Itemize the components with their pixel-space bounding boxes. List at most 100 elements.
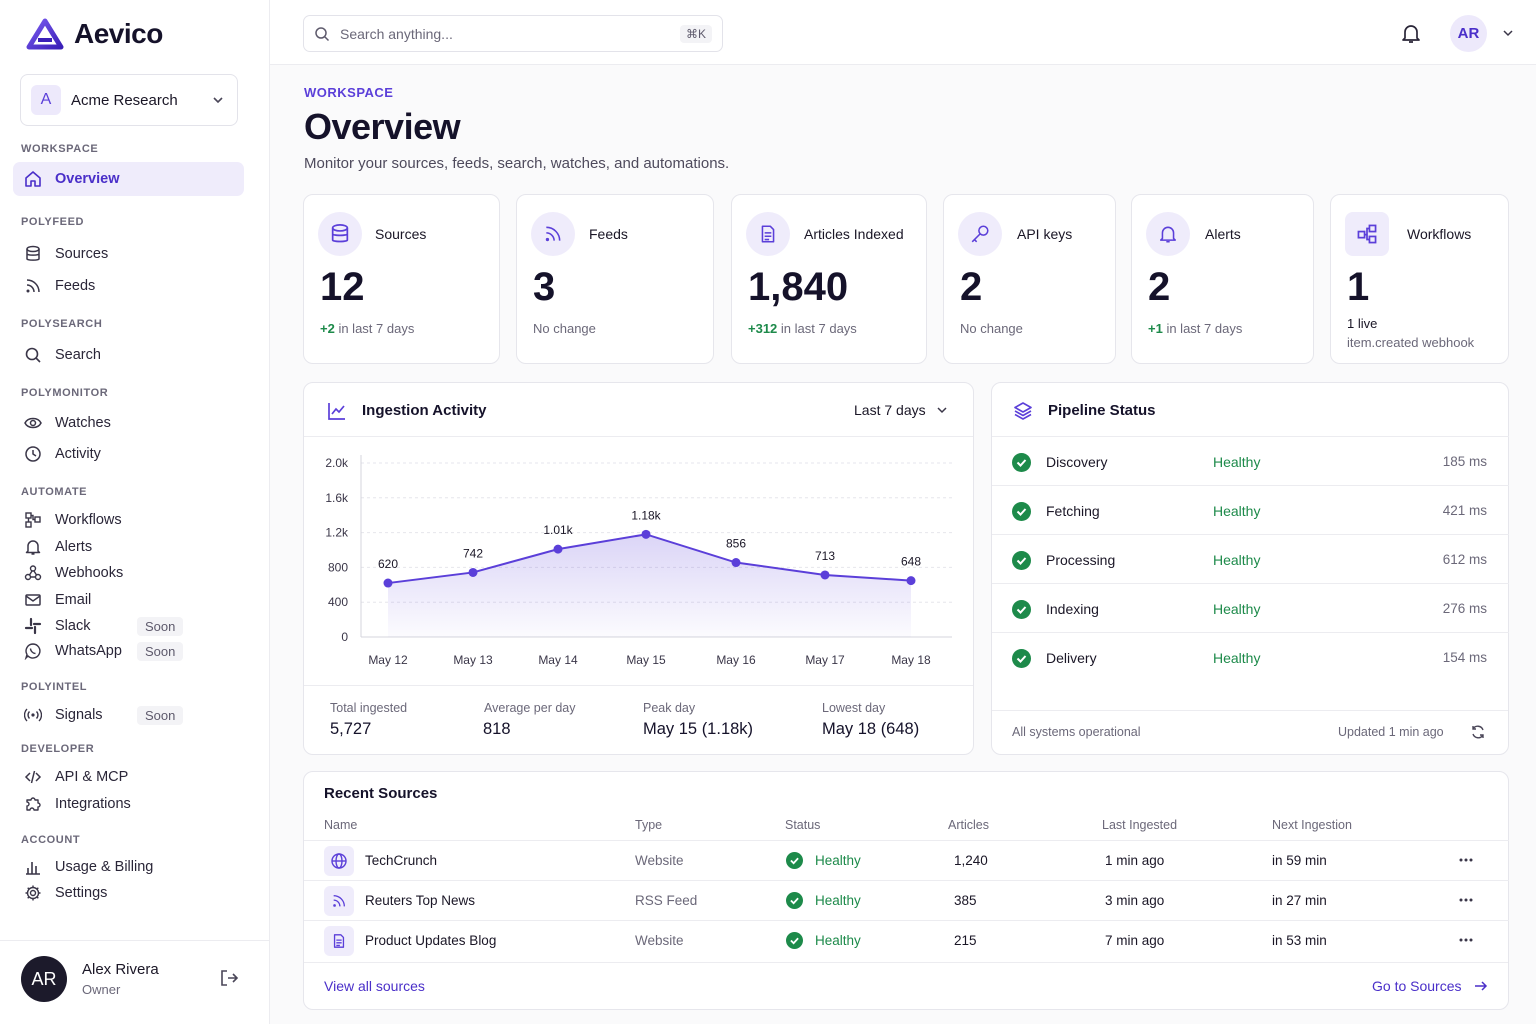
check-circle-icon xyxy=(1012,649,1031,668)
nav-label: WhatsApp xyxy=(55,643,122,659)
nav-item-overview[interactable]: Overview xyxy=(13,162,244,196)
stat-card-feeds[interactable]: Feeds 3 No change xyxy=(516,194,714,364)
bell-icon xyxy=(23,537,43,557)
ingestion-activity-card: Ingestion Activity Last 7 days 0 400 800 1.… xyxy=(303,382,974,755)
nav-item-feeds[interactable]: Feeds xyxy=(13,269,244,303)
logo[interactable]: Aevico xyxy=(26,18,163,50)
soon-badge: Soon xyxy=(137,705,184,725)
nav-item-sources[interactable]: Sources xyxy=(13,237,244,271)
pipeline-stage-name: Fetching xyxy=(1046,503,1100,519)
stat-value: 2 xyxy=(1148,265,1171,309)
pipeline-row: Delivery Healthy 154 ms xyxy=(992,632,1509,681)
summary-value: 818 xyxy=(483,720,511,738)
top-bar: ⌘K AR xyxy=(270,0,1536,65)
code-icon xyxy=(23,767,43,787)
nav-item-api[interactable]: API & MCP xyxy=(13,760,244,794)
stat-note: in last 7 days xyxy=(338,321,415,336)
signal-icon xyxy=(23,705,43,725)
stat-card-sources[interactable]: Sources 12 +2 in last 7 days xyxy=(303,194,500,364)
pipeline-stage-status: Healthy xyxy=(1213,601,1261,617)
logout-icon[interactable] xyxy=(219,968,239,988)
y-tick-label: 1.2k xyxy=(325,526,349,540)
source-name[interactable]: Product Updates Blog xyxy=(365,933,497,948)
stat-note: item.created webhook xyxy=(1347,335,1475,350)
stat-card-workflows[interactable]: Workflows 1 1 live item.created webhook xyxy=(1330,194,1509,364)
nav-item-settings[interactable]: Settings xyxy=(13,876,244,910)
avatar[interactable]: AR xyxy=(21,956,67,1002)
range-select[interactable]: Last 7 days xyxy=(854,402,948,418)
trend-chart-icon xyxy=(328,403,345,420)
source-type: RSS Feed xyxy=(635,893,698,908)
workflow-icon xyxy=(23,510,43,530)
check-circle-icon xyxy=(1012,453,1031,472)
page-eyebrow: WORKSPACE xyxy=(304,85,394,100)
user-role: Owner xyxy=(82,982,121,997)
nav-section-developer: DEVELOPER xyxy=(21,743,95,755)
pipeline-row: Fetching Healthy 421 ms xyxy=(992,485,1509,534)
refresh-icon[interactable] xyxy=(1470,724,1486,740)
nav-label: Signals xyxy=(55,707,103,723)
table-row[interactable]: Reuters Top News RSS Feed Healthy 385 3 min … xyxy=(304,880,1509,920)
notifications-bell-icon[interactable] xyxy=(1400,22,1422,44)
column-header: Status xyxy=(785,818,821,832)
nav-item-integrations[interactable]: Integrations xyxy=(13,787,244,821)
database-icon xyxy=(318,212,362,256)
source-status: Healthy xyxy=(815,893,861,908)
nav-item-whatsapp[interactable]: WhatsApp Soon xyxy=(13,634,244,668)
nav-label: Slack xyxy=(55,618,91,634)
globe-icon xyxy=(324,846,354,876)
search-icon xyxy=(23,345,43,365)
pipeline-stage-name: Indexing xyxy=(1046,601,1099,617)
source-name[interactable]: Reuters Top News xyxy=(365,893,476,908)
user-profile: AR Alex Rivera Owner xyxy=(0,940,269,1024)
nav-item-billing[interactable]: Usage & Billing xyxy=(13,850,244,884)
slack-icon xyxy=(23,616,43,636)
nav-item-activity[interactable]: Activity xyxy=(13,437,244,471)
stat-label: Workflows xyxy=(1407,226,1472,242)
more-options-icon[interactable] xyxy=(1459,898,1473,902)
document-icon xyxy=(746,212,790,256)
nav-item-search[interactable]: Search xyxy=(13,338,244,372)
whatsapp-icon xyxy=(23,641,43,661)
logo-icon xyxy=(26,18,64,50)
stat-card-api-keys[interactable]: API keys 2 No change xyxy=(943,194,1116,364)
search-input[interactable] xyxy=(340,25,670,42)
stat-delta-line: +312 in last 7 days xyxy=(748,321,857,336)
go-to-sources-link[interactable]: Go to Sources xyxy=(1372,978,1488,994)
nav-item-webhooks[interactable]: Webhooks xyxy=(13,556,244,590)
org-switcher[interactable]: A Acme Research xyxy=(20,74,238,126)
arrow-right-icon xyxy=(1474,981,1487,991)
page-subtitle: Monitor your sources, feeds, search, wat… xyxy=(304,155,730,172)
table-row[interactable]: TechCrunch Website Healthy 1,240 1 min ago in… xyxy=(304,840,1509,880)
source-next-ingestion: in 59 min xyxy=(1272,853,1327,868)
table-row[interactable]: Product Updates Blog Website Healthy 215 7 m… xyxy=(304,920,1509,963)
source-name[interactable]: TechCrunch xyxy=(365,853,438,868)
more-options-icon[interactable] xyxy=(1459,938,1473,942)
stat-card-articles[interactable]: Articles Indexed 1,840 +312 in last 7 da… xyxy=(731,194,927,364)
key-icon xyxy=(958,212,1002,256)
clock-icon xyxy=(23,444,43,464)
nav-item-signals[interactable]: Signals Soon xyxy=(13,698,244,732)
nav-item-alerts[interactable]: Alerts xyxy=(13,530,244,564)
view-all-sources-link[interactable]: View all sources xyxy=(324,978,425,994)
nav-item-workflows[interactable]: Workflows xyxy=(13,503,244,537)
summary-label: Peak day xyxy=(643,701,696,715)
nav-item-watches[interactable]: Watches xyxy=(13,406,244,440)
stat-note: in last 7 days xyxy=(1166,321,1243,336)
stat-value: 2 xyxy=(960,265,983,309)
chevron-down-icon[interactable] xyxy=(1502,27,1514,39)
check-circle-icon xyxy=(1012,502,1031,521)
database-icon xyxy=(23,244,43,264)
bell-icon xyxy=(1146,212,1190,256)
user-avatar-button[interactable]: AR xyxy=(1450,15,1487,52)
data-point xyxy=(383,578,393,588)
nav-item-slack[interactable]: Slack Soon xyxy=(13,609,244,643)
org-name: Acme Research xyxy=(71,91,178,109)
stat-card-alerts[interactable]: Alerts 2 +1 in last 7 days xyxy=(1131,194,1314,364)
more-options-icon[interactable] xyxy=(1459,858,1473,862)
go-to-sources-label: Go to Sources xyxy=(1372,978,1462,994)
nav-item-email[interactable]: Email xyxy=(13,583,244,617)
column-header: Articles xyxy=(948,818,989,832)
home-icon xyxy=(23,169,43,189)
nav-label: Settings xyxy=(55,885,108,901)
